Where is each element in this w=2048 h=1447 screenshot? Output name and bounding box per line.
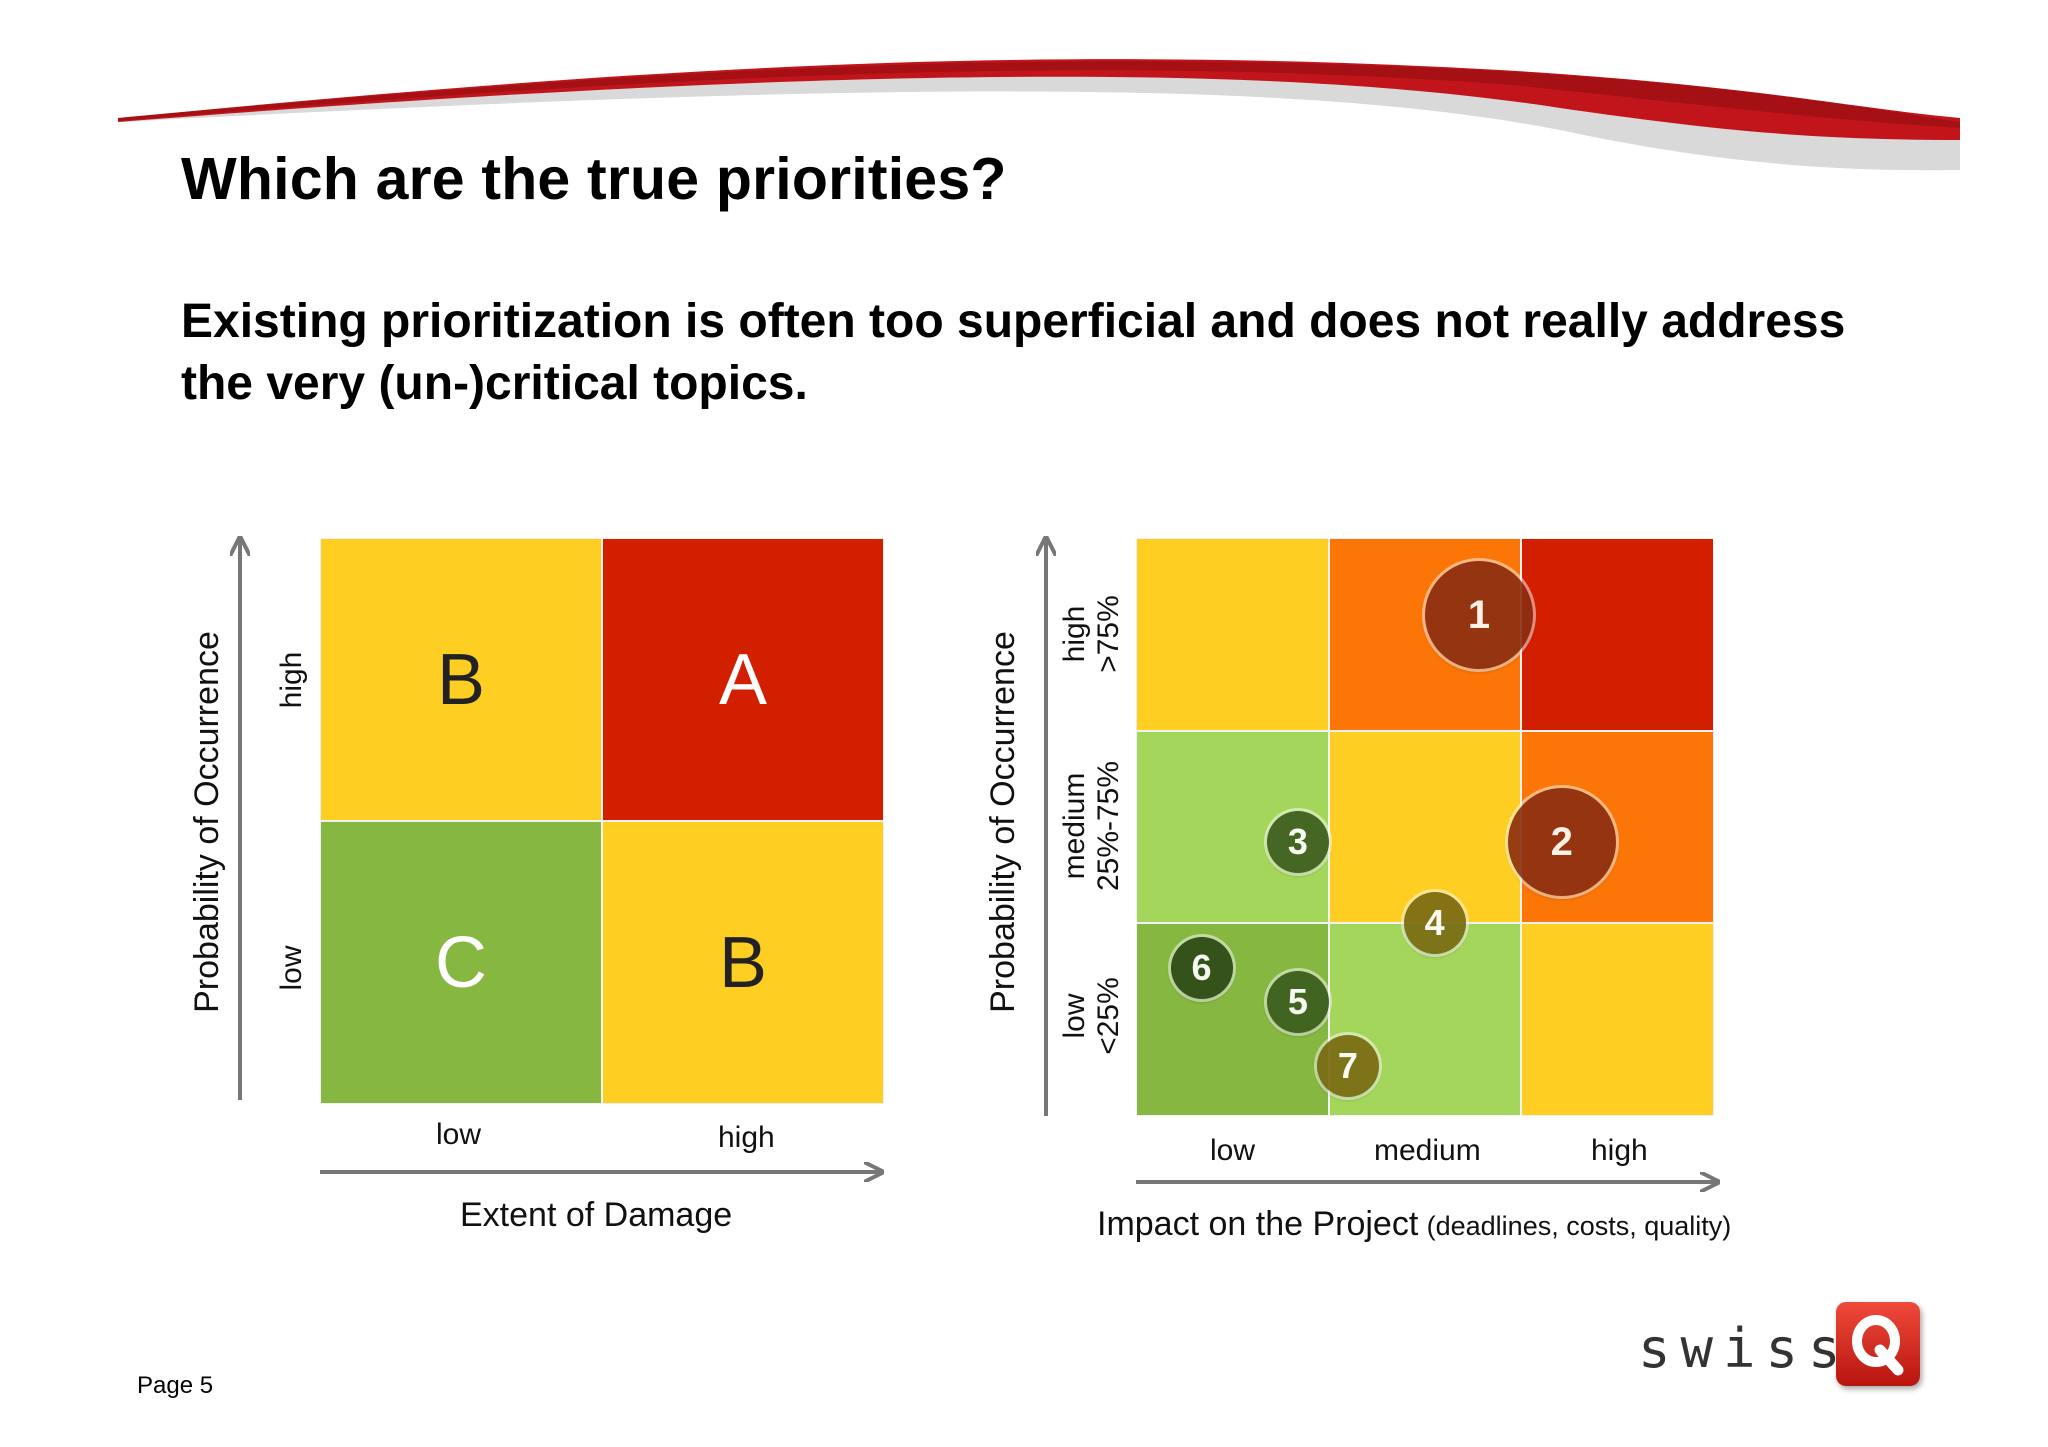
header-swoosh xyxy=(118,59,1960,171)
right-y-label-low-name: low xyxy=(1058,993,1091,1039)
risk-bubble-7: 7 xyxy=(1316,1034,1379,1097)
cell-high-high xyxy=(1521,538,1714,731)
left-x-label-high: high xyxy=(718,1121,775,1154)
left-x-label-low: low xyxy=(436,1118,482,1151)
right-y-label-medium: medium 25%-75% xyxy=(1058,761,1126,891)
risk-bubble-2: 2 xyxy=(1507,788,1616,897)
cell-high-low xyxy=(1136,538,1329,731)
right-x-label-high: high xyxy=(1591,1134,1648,1167)
right-x-axis-note: (deadlines, costs, quality) xyxy=(1426,1211,1732,1241)
right-y-label-medium-name: medium xyxy=(1058,772,1091,880)
cell-low-high xyxy=(1521,923,1714,1116)
risk-bubble-1: 1 xyxy=(1424,561,1533,670)
right-x-label-medium: medium xyxy=(1374,1134,1481,1167)
left-x-axis-title: Extent of Damage xyxy=(460,1196,733,1234)
left-y-label-high: high xyxy=(275,651,308,709)
logo-q-icon xyxy=(1836,1302,1920,1386)
right-y-label-low-range: <25% xyxy=(1092,977,1125,1055)
page-title: Which are the true priorities? xyxy=(181,146,1007,212)
right-x-axis-title-main: Impact on the Project xyxy=(1097,1205,1419,1243)
risk-bubble-3: 3 xyxy=(1266,811,1329,874)
logo-q-glyph xyxy=(1852,1315,1904,1376)
page-number: Page 5 xyxy=(137,1372,214,1399)
right-x-label-low: low xyxy=(1210,1134,1256,1167)
cell-medium-medium xyxy=(1328,730,1522,924)
cell-low-low: C xyxy=(320,821,602,1104)
left-y-axis-title: Probability of Occurrence xyxy=(188,631,226,1013)
right-y-axis-title: Probability of Occurrence xyxy=(984,631,1022,1013)
right-y-label-high: high >75% xyxy=(1058,595,1126,673)
cell-high-high: A xyxy=(602,538,884,821)
cell-high-low: B xyxy=(320,538,602,821)
right-y-label-high-range: >75% xyxy=(1092,595,1125,673)
risk-bubble-5: 5 xyxy=(1266,971,1329,1034)
right-x-axis-title: Impact on the Project (deadlines, costs,… xyxy=(1097,1205,1731,1244)
cell-low-high: B xyxy=(602,821,884,1104)
risk-matrix-abc: B A C B xyxy=(320,538,884,1104)
right-y-label-low: low <25% xyxy=(1058,977,1126,1055)
logo-wordmark: swiss xyxy=(1638,1317,1851,1380)
right-y-label-medium-range: 25%-75% xyxy=(1092,760,1125,892)
right-y-label-high-name: high xyxy=(1058,605,1091,663)
risk-bubble-6: 6 xyxy=(1170,936,1233,999)
page-subtitle: Existing prioritization is often too sup… xyxy=(181,295,1846,410)
left-y-label-low: low xyxy=(275,945,308,991)
risk-bubble-4: 4 xyxy=(1403,892,1466,955)
